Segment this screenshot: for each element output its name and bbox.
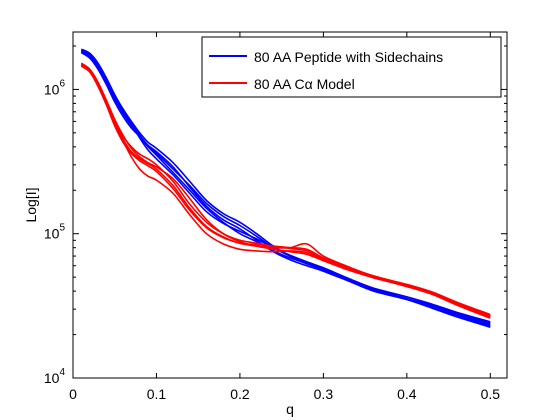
x-axis-label: q [286,401,294,417]
y-tick-label: 105 [44,223,66,242]
series-line-calpha-2 [80,65,491,316]
legend: 80 AA Peptide with Sidechains 80 AA Cα M… [201,36,502,98]
y-axis: 104 105 106 [44,45,507,386]
series-line-calpha-5 [80,64,491,317]
series-line-sidechains-4 [80,49,491,324]
x-tick-label: 0.2 [230,386,250,402]
series-line-calpha-4 [80,62,491,319]
series-line-sidechains-5 [80,50,491,328]
x-tick-label: 0.3 [314,386,334,402]
series-line-calpha-3 [80,64,491,318]
plot-lines [80,48,491,328]
legend-label-calpha: 80 AA Cα Model [254,76,355,92]
x-tick-label: 0 [69,386,77,402]
x-axis: 0 0.1 0.2 0.3 0.4 0.5 [69,32,500,402]
axes-box [72,31,508,379]
legend-box [201,36,502,98]
y-tick-label: 106 [44,78,66,97]
x-tick-label: 0.4 [397,386,417,402]
y-axis-label: Log[I] [23,187,39,222]
y-tick-label: 104 [44,367,66,386]
x-tick-label: 0.1 [147,386,167,402]
series-line-calpha-1 [80,63,491,317]
x-tick-label: 0.5 [481,386,501,402]
legend-label-sidechains: 80 AA Peptide with Sidechains [254,49,443,65]
